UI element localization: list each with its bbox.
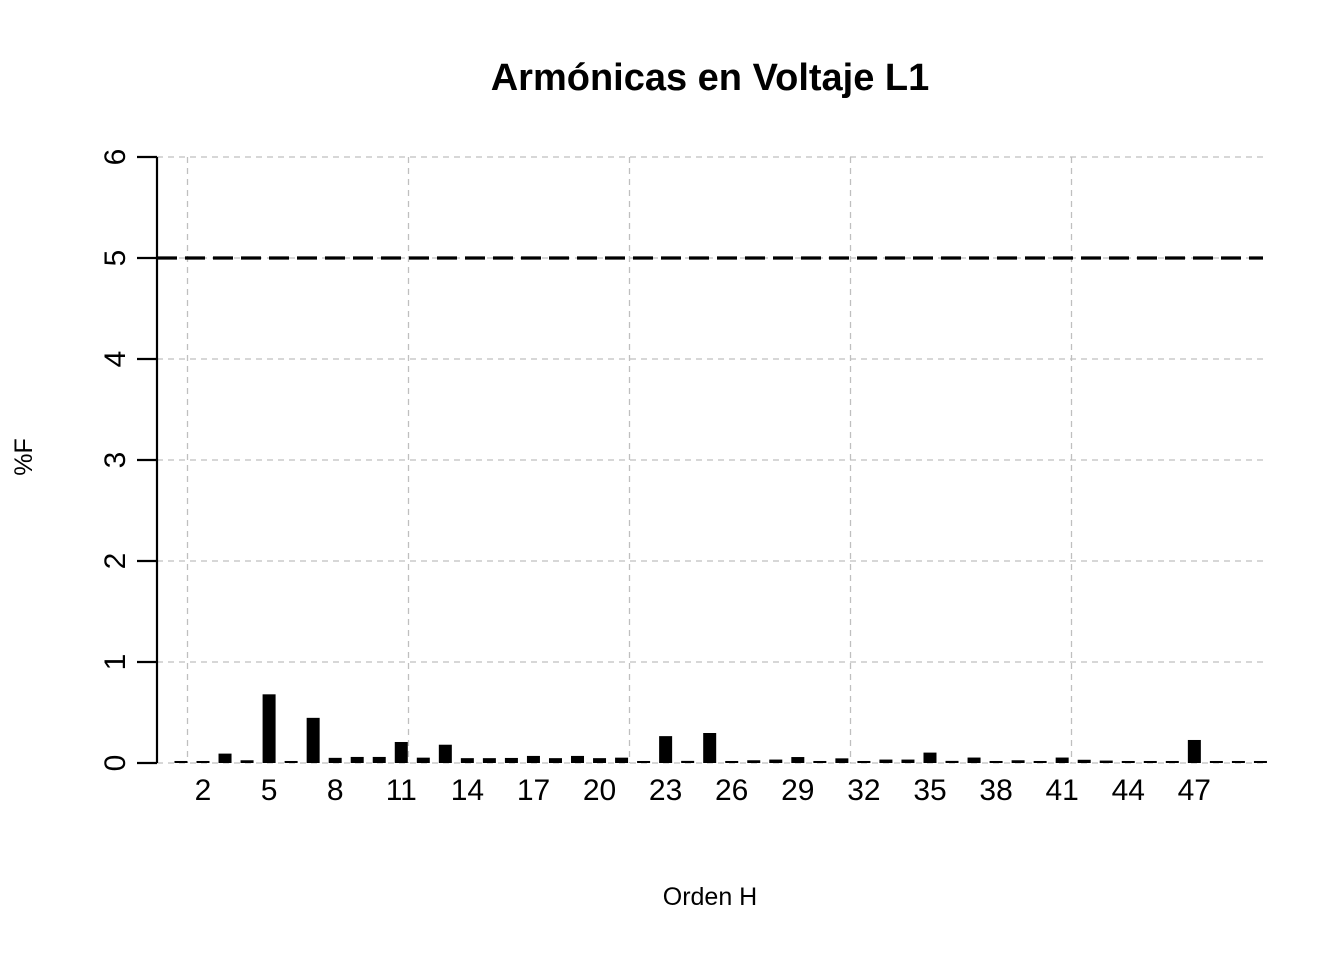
svg-text:5: 5 xyxy=(261,774,278,807)
svg-text:17: 17 xyxy=(517,774,550,807)
svg-text:14: 14 xyxy=(451,774,484,807)
svg-text:47: 47 xyxy=(1178,774,1211,807)
svg-text:41: 41 xyxy=(1046,774,1079,807)
svg-text:11: 11 xyxy=(386,774,417,807)
svg-text:44: 44 xyxy=(1112,774,1145,807)
svg-text:1: 1 xyxy=(99,654,132,671)
svg-text:35: 35 xyxy=(913,774,946,807)
svg-text:32: 32 xyxy=(847,774,880,807)
svg-text:3: 3 xyxy=(99,452,132,469)
svg-text:29: 29 xyxy=(781,774,814,807)
svg-text:5: 5 xyxy=(99,250,132,267)
svg-text:23: 23 xyxy=(649,774,682,807)
svg-text:4: 4 xyxy=(99,351,132,368)
svg-text:8: 8 xyxy=(327,774,344,807)
svg-text:0: 0 xyxy=(99,755,132,772)
svg-text:38: 38 xyxy=(979,774,1012,807)
svg-text:2: 2 xyxy=(99,553,132,570)
svg-text:6: 6 xyxy=(99,149,132,166)
svg-text:26: 26 xyxy=(715,774,748,807)
svg-text:20: 20 xyxy=(583,774,616,807)
svg-text:2: 2 xyxy=(195,774,212,807)
